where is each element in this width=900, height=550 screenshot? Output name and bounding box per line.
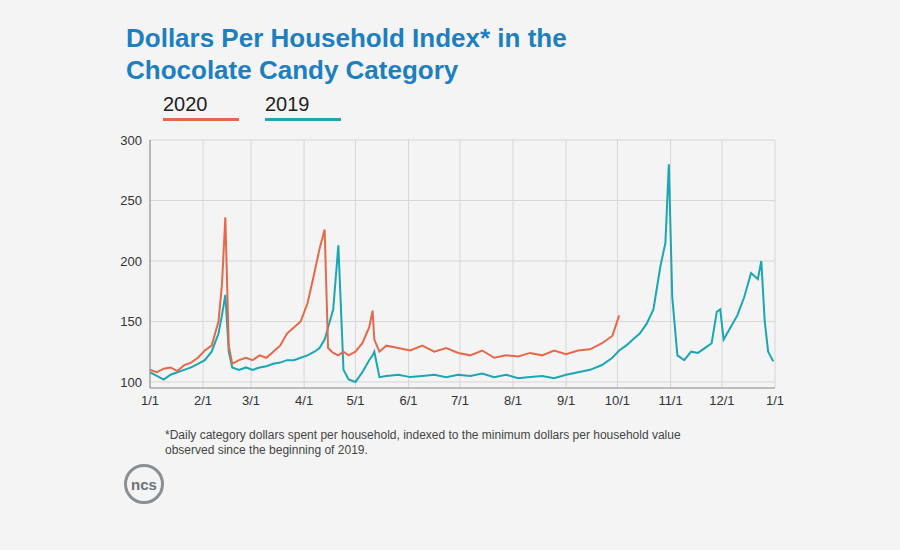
svg-text:2/1: 2/1 [194,393,212,408]
svg-text:250: 250 [120,193,142,208]
svg-text:1/1: 1/1 [766,393,784,408]
svg-text:4/1: 4/1 [295,393,313,408]
svg-text:1/1: 1/1 [141,393,159,408]
svg-text:12/1: 12/1 [709,393,734,408]
svg-text:300: 300 [120,133,142,148]
html-text:2020: 2020 [163,93,208,115]
html-text:Dollars Per Household Index* i: Dollars Per Household Index* in the Choc… [126,23,567,85]
html-text:2019: 2019 [265,93,310,115]
svg-text:200: 200 [120,254,142,269]
svg-text:8/1: 8/1 [504,393,522,408]
svg-text:9/1: 9/1 [557,393,575,408]
svg-text:10/1: 10/1 [605,393,630,408]
svg-text:6/1: 6/1 [400,393,418,408]
svg-text:3/1: 3/1 [242,393,260,408]
svg-text:5/1: 5/1 [346,393,364,408]
html-text:*Daily category dollars spent: *Daily category dollars spent per househ… [165,428,681,457]
svg-text:7/1: 7/1 [451,393,469,408]
html-text:ncs: ncs [131,475,157,493]
svg-text:100: 100 [120,375,142,390]
svg-text:150: 150 [120,314,142,329]
svg-text:11/1: 11/1 [658,393,682,408]
